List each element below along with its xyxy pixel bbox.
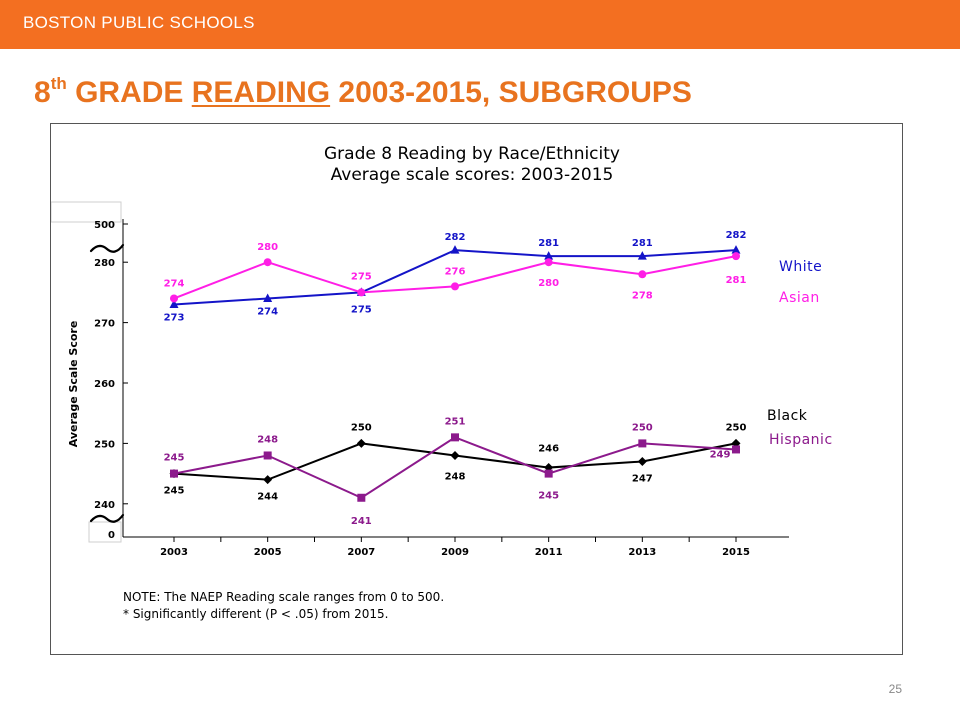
marker-asian xyxy=(357,288,366,297)
axis-panel-outline-lower xyxy=(88,521,122,543)
title-reading: READING xyxy=(191,76,331,109)
x-tick-label: 2011 xyxy=(535,547,563,558)
data-label-hispanic: 250 xyxy=(632,422,653,433)
axis-break-upper xyxy=(89,243,125,253)
marker-asian xyxy=(170,294,178,303)
marker-hispanic xyxy=(544,469,553,478)
data-label-hispanic: 241 xyxy=(351,516,372,527)
marker-black xyxy=(637,457,647,467)
marker-white xyxy=(731,245,741,254)
data-label-asian: 280 xyxy=(538,278,559,289)
chart-box: Grade 8 Reading by Race/Ethnicity Average… xyxy=(50,123,903,655)
x-tick-label: 2005 xyxy=(254,547,282,558)
marker-hispanic xyxy=(170,469,178,478)
y-tick-label: 280 xyxy=(94,258,115,269)
marker-white xyxy=(263,293,273,302)
marker-asian xyxy=(638,270,647,279)
chart-note: NOTE: The NAEP Reading scale ranges from… xyxy=(123,590,444,604)
legend-label-black: Black xyxy=(767,408,808,424)
marker-hispanic xyxy=(357,493,366,502)
chart-note: * Significantly different (P < .05) from… xyxy=(123,607,388,621)
data-label-asian: 281 xyxy=(726,275,747,286)
data-label-hispanic: 249 xyxy=(710,449,731,460)
data-label-white: 282 xyxy=(445,232,466,243)
marker-asian xyxy=(732,252,740,261)
data-label-white: 281 xyxy=(632,238,653,249)
data-label-hispanic: 251 xyxy=(445,416,466,427)
data-label-white: 275 xyxy=(351,304,372,315)
y-tick-label-bottom: 0 xyxy=(108,530,115,541)
data-label-black: 245 xyxy=(164,486,185,497)
data-label-white: 273 xyxy=(164,312,185,323)
x-tick-label: 2015 xyxy=(722,547,750,558)
line-chart: Grade 8 Reading by Race/EthnicityAverage… xyxy=(51,144,833,621)
data-label-asian: 276 xyxy=(445,266,466,277)
x-tick-label: 2009 xyxy=(441,547,469,558)
page-number: 25 xyxy=(888,682,902,696)
marker-white xyxy=(637,251,647,260)
chart-title: Grade 8 Reading by Race/Ethnicity xyxy=(324,144,620,164)
marker-hispanic xyxy=(263,451,272,460)
marker-black xyxy=(263,475,273,485)
title-grade-number: 8 xyxy=(34,76,51,109)
slide-title: 8th GRADE READING 2003-2015, SUBGROUPS xyxy=(34,74,692,110)
data-label-white: 281 xyxy=(538,238,559,249)
data-label-hispanic: 245 xyxy=(164,453,185,464)
legend-label-asian: Asian xyxy=(779,290,820,306)
title-superscript: th xyxy=(50,74,67,93)
axis-panel-outline xyxy=(51,201,122,223)
axis-break-lower xyxy=(89,513,125,523)
marker-hispanic xyxy=(638,439,647,448)
data-label-asian: 274 xyxy=(164,278,185,289)
data-label-white: 282 xyxy=(726,230,747,241)
legend-label-white: White xyxy=(779,259,822,275)
y-tick-label: 270 xyxy=(94,319,115,330)
data-label-hispanic: 245 xyxy=(538,491,559,502)
x-tick-label: 2013 xyxy=(628,547,656,558)
marker-asian xyxy=(451,282,459,291)
data-label-asian: 278 xyxy=(632,290,653,301)
data-label-black: 247 xyxy=(632,474,653,485)
marker-hispanic xyxy=(732,445,740,454)
data-label-black: 250 xyxy=(351,422,372,433)
y-tick-label: 260 xyxy=(94,379,115,390)
y-axis-label: Average Scale Score xyxy=(67,321,80,448)
y-tick-label: 240 xyxy=(94,500,115,511)
data-label-black: 250 xyxy=(726,422,747,433)
x-tick-label: 2007 xyxy=(347,547,375,558)
data-label-white: 274 xyxy=(257,306,278,317)
title-part-a: GRADE xyxy=(66,76,192,109)
legend-label-hispanic: Hispanic xyxy=(769,432,833,448)
data-label-asian: 275 xyxy=(351,271,372,282)
marker-black xyxy=(450,450,460,460)
data-label-black: 244 xyxy=(257,492,278,503)
x-tick-label: 2003 xyxy=(160,547,188,558)
data-label-black: 246 xyxy=(538,444,559,455)
marker-white xyxy=(544,251,554,260)
y-tick-label: 250 xyxy=(94,439,115,450)
data-label-hispanic: 248 xyxy=(257,434,278,445)
marker-asian xyxy=(263,258,272,267)
marker-black xyxy=(356,438,366,448)
marker-white xyxy=(450,245,460,254)
title-part-c: 2003-2015, SUBGROUPS xyxy=(330,76,692,109)
top-bar: BOSTON PUBLIC SCHOOLS xyxy=(0,0,960,49)
y-tick-label-top: 500 xyxy=(94,220,115,231)
chart-subtitle: Average scale scores: 2003-2015 xyxy=(331,165,614,185)
data-label-asian: 280 xyxy=(257,242,278,253)
marker-hispanic xyxy=(451,433,459,442)
org-name: BOSTON PUBLIC SCHOOLS xyxy=(23,13,255,32)
marker-asian xyxy=(544,258,553,267)
series-line-hispanic xyxy=(173,436,737,499)
marker-white xyxy=(169,299,179,308)
data-label-black: 248 xyxy=(445,471,466,482)
